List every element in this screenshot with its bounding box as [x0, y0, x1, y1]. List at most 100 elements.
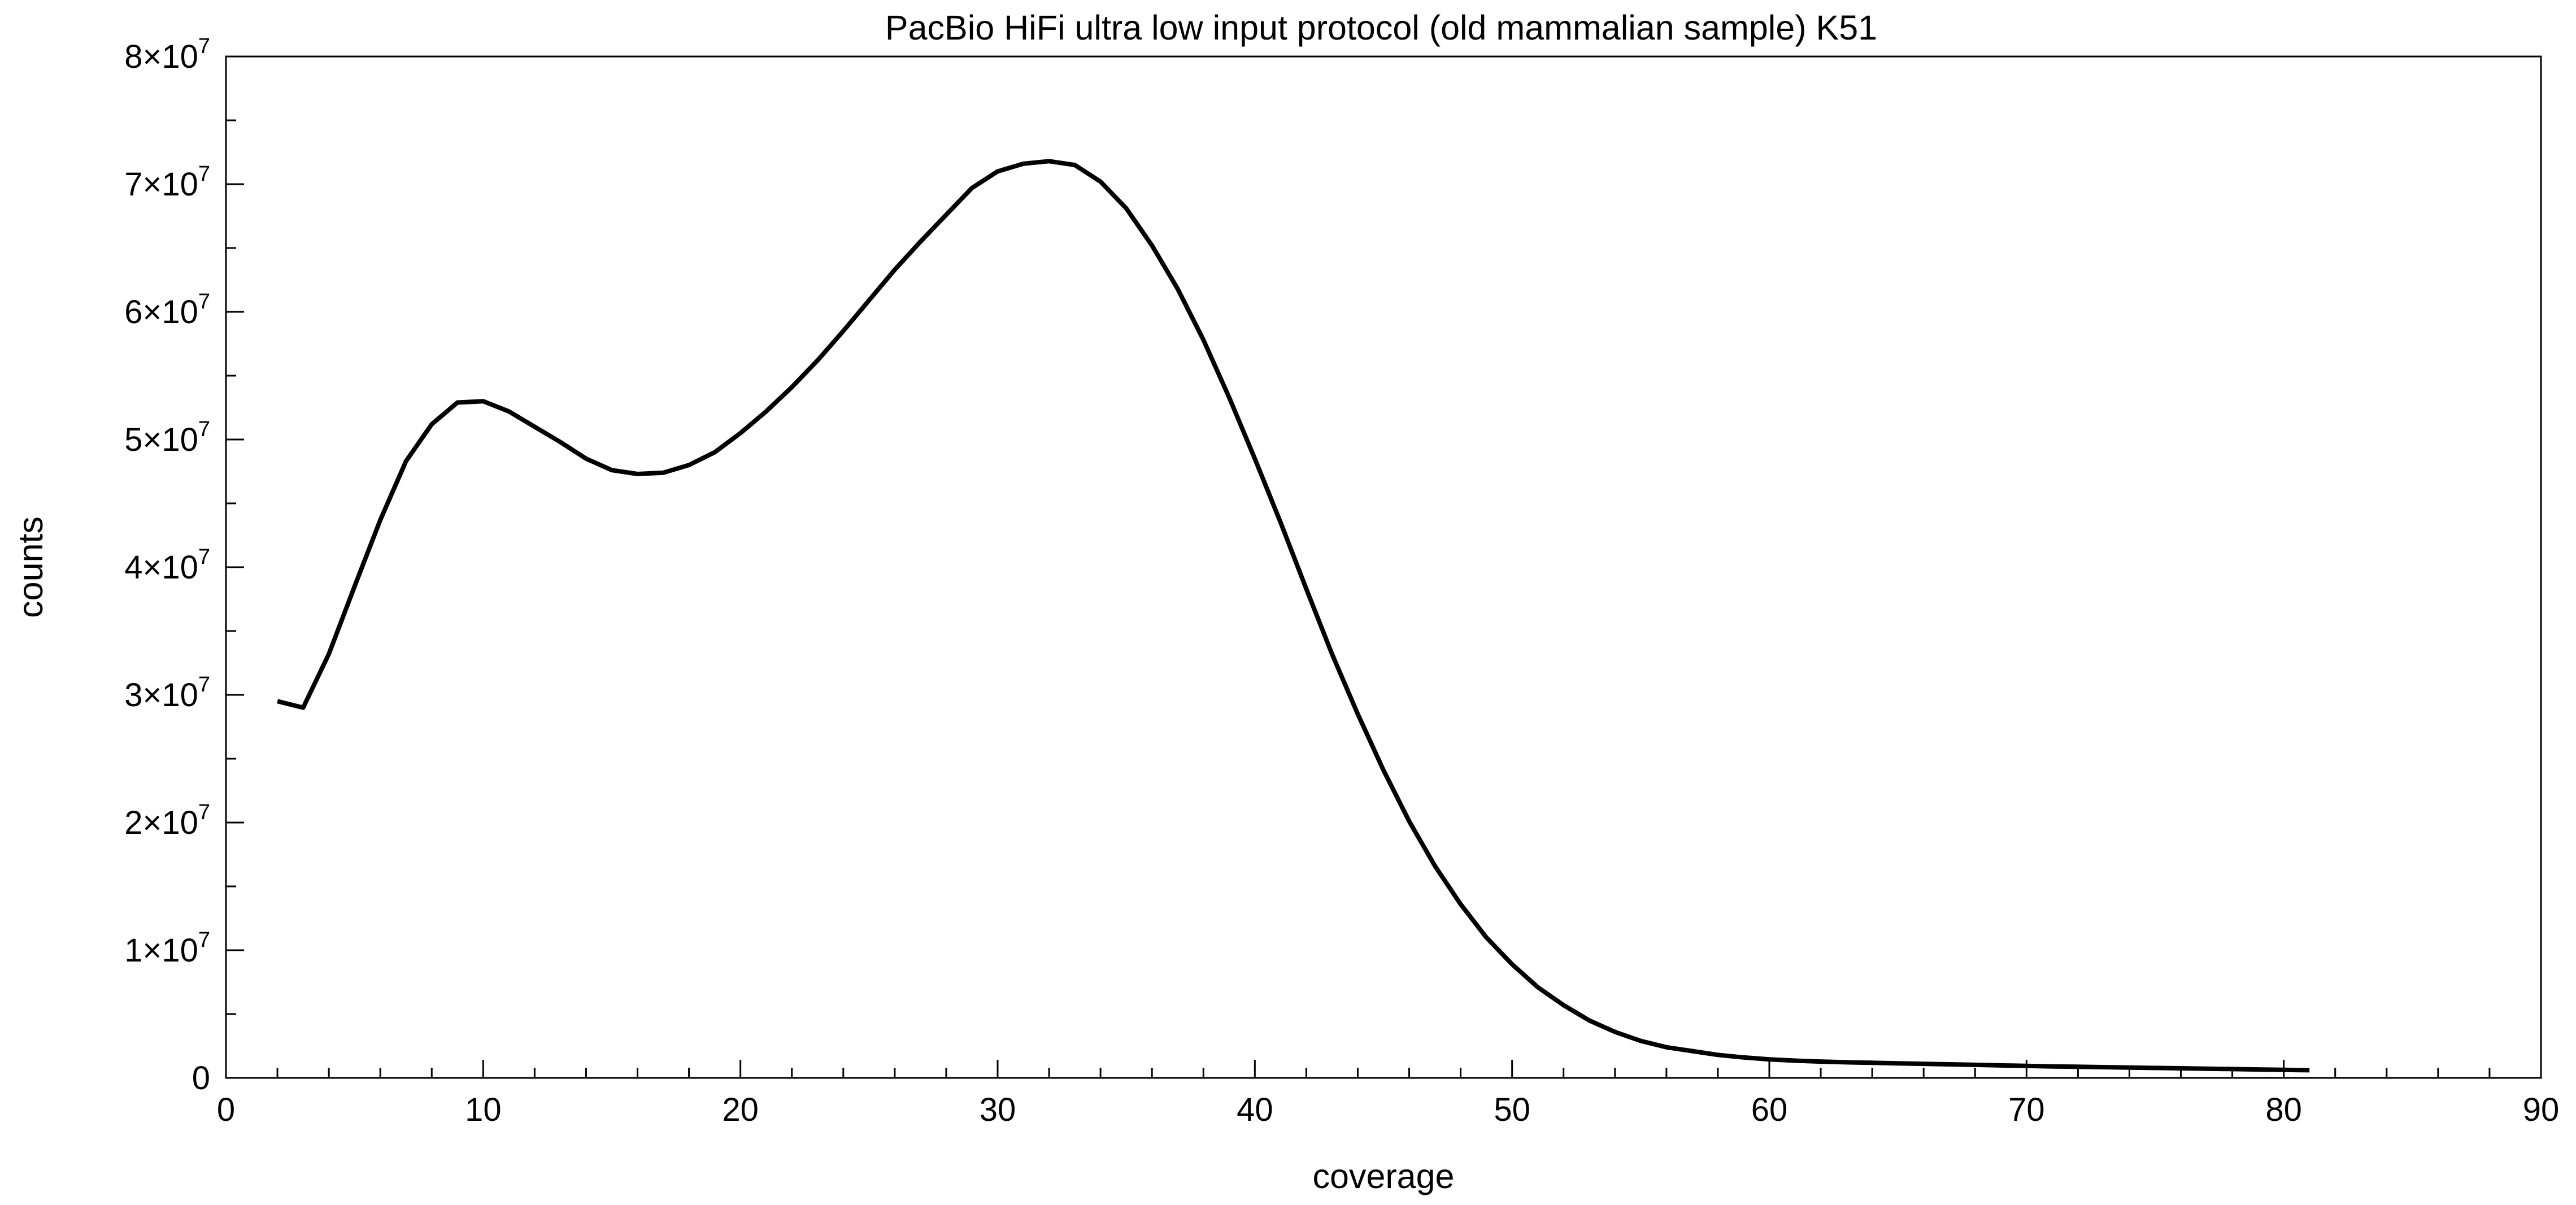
data-point [2307, 1068, 2312, 1072]
data-point [1047, 159, 1051, 163]
series-line [277, 159, 2310, 1073]
data-point [1124, 206, 1129, 211]
data-point [1356, 712, 1360, 716]
y-tick-label: 0 [192, 1060, 210, 1097]
data-point [2230, 1067, 2235, 1071]
data-point [1304, 586, 1308, 591]
data-point [1587, 1018, 1591, 1023]
data-point [1278, 520, 1283, 525]
data-point [970, 186, 974, 190]
data-point [1330, 652, 1334, 656]
data-point [1407, 819, 1412, 824]
data-point [1793, 1059, 1798, 1063]
data-point [1742, 1055, 1746, 1060]
data-point [2101, 1065, 2106, 1069]
data-point [636, 472, 640, 476]
y-tick-label: 4×107 [124, 545, 210, 586]
data-point [2050, 1064, 2055, 1069]
y-axis-label: counts [11, 516, 50, 618]
data-point [2153, 1065, 2157, 1070]
data-point [687, 463, 691, 467]
data-point [1818, 1059, 1823, 1064]
data-point [584, 456, 589, 461]
data-point [1459, 902, 1463, 907]
data-point [1844, 1060, 1849, 1064]
data-point [429, 422, 434, 427]
data-point [1973, 1063, 1977, 1067]
data-point [481, 399, 485, 403]
data-point [661, 471, 665, 475]
data-point [2075, 1064, 2080, 1069]
data-point [1716, 1052, 1720, 1057]
data-point [1870, 1060, 1874, 1065]
data-point [944, 212, 948, 217]
data-point [1381, 768, 1386, 772]
x-tick-label: 40 [1237, 1091, 1273, 1128]
y-tick-label: 1×107 [124, 928, 210, 969]
chart-title: PacBio HiFi ultra low input protocol (ol… [885, 8, 1877, 47]
y-tick-label: 2×107 [124, 801, 210, 841]
data-point [2204, 1067, 2209, 1071]
data-point [867, 298, 871, 303]
data-point [1201, 338, 1206, 342]
x-tick-label: 50 [1494, 1091, 1530, 1128]
data-point [1561, 1003, 1566, 1007]
data-point [1252, 456, 1257, 461]
data-point [1510, 962, 1515, 967]
data-point [764, 409, 768, 414]
data-point [378, 517, 382, 522]
data-point [893, 267, 897, 272]
data-point [790, 385, 794, 389]
data-point [1073, 163, 1077, 167]
data-point [841, 329, 846, 333]
data-point [1690, 1049, 1694, 1054]
data-point [2256, 1067, 2260, 1072]
data-point [353, 584, 357, 589]
data-point [558, 440, 563, 445]
data-point [1896, 1061, 1900, 1065]
data-point [1176, 286, 1180, 291]
data-point [610, 468, 614, 472]
x-tick-label: 60 [1751, 1091, 1788, 1128]
data-point [455, 401, 460, 405]
data-point [1484, 935, 1489, 939]
data-point [1433, 864, 1437, 868]
data-point [1999, 1063, 2003, 1068]
data-point [738, 431, 743, 436]
y-tick-label: 6×107 [124, 290, 210, 330]
data-point [1021, 162, 1026, 166]
data-point [1664, 1045, 1669, 1050]
y-axis-tick-labels: 0 1×107 2×107 3×107 4×107 5×107 6×107 7×107 8×10… [124, 34, 210, 1097]
y-tick-label: 3×107 [124, 673, 210, 714]
data-point [1613, 1030, 1617, 1034]
y-axis-ticks [226, 55, 244, 1079]
data-point [532, 424, 537, 429]
data-point [1150, 243, 1154, 248]
y-tick-label: 7×107 [124, 162, 210, 203]
x-axis-tick-labels: 0 10 20 30 40 50 60 70 80 90 [217, 1091, 2559, 1128]
data-point [815, 358, 820, 363]
data-point [404, 459, 408, 463]
data-point [2127, 1065, 2132, 1070]
data-point [301, 706, 306, 710]
y-tick-label: 8×107 [124, 34, 210, 75]
x-tick-label: 0 [217, 1091, 235, 1128]
data-point [1921, 1062, 1926, 1066]
data-point [2179, 1066, 2183, 1071]
plot-area [225, 55, 2542, 1079]
data-points [275, 159, 2312, 1072]
data-point [1947, 1062, 1952, 1067]
x-axis-label: coverage [1313, 1157, 1455, 1195]
data-point [275, 699, 280, 703]
data-point [327, 652, 331, 656]
x-tick-label: 30 [980, 1091, 1016, 1128]
x-tick-label: 70 [2008, 1091, 2045, 1128]
data-point [1535, 985, 1540, 990]
data-point [918, 240, 923, 244]
y-tick-label: 5×107 [124, 417, 210, 458]
x-tick-label: 10 [465, 1091, 502, 1128]
data-point [2024, 1064, 2029, 1068]
data-point [712, 450, 717, 455]
data-point [1098, 180, 1103, 184]
